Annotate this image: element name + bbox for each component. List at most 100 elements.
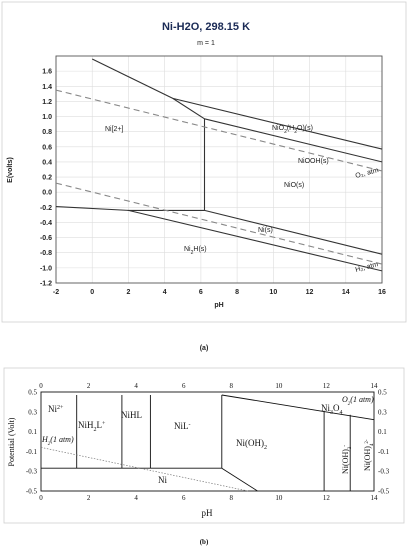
y-tick-label: -0.1 bbox=[26, 448, 38, 456]
y-right-tick-label: -0.1 bbox=[378, 448, 390, 456]
chart-a-xlabel: pH bbox=[214, 302, 223, 309]
series-line-2 bbox=[172, 97, 383, 150]
y-tick-label: 0.5 bbox=[28, 389, 37, 397]
series-line-8 bbox=[55, 89, 383, 172]
y-tick-label: -1.0 bbox=[40, 265, 52, 272]
region-b-ni2plus-label: Ni2+ bbox=[48, 404, 64, 414]
series-line-9 bbox=[55, 182, 383, 265]
y-tick-label: -0.3 bbox=[26, 468, 38, 476]
x-tick-label: 10 bbox=[269, 289, 277, 296]
x-tick-label: 8 bbox=[235, 289, 239, 296]
y-tick-label: -0.4 bbox=[40, 220, 52, 227]
chart-a-series bbox=[55, 58, 383, 272]
series-line-6 bbox=[221, 467, 258, 492]
region-ni2plus-label: Ni[2+] bbox=[105, 126, 124, 133]
region-b-ni3o4-label: Ni3O4 bbox=[321, 403, 343, 416]
chart-a-subtitle: m = 1 bbox=[197, 40, 215, 47]
caption-b: (b) bbox=[200, 538, 209, 546]
y-tick-label: -1.2 bbox=[40, 281, 52, 288]
region-b-nil-label: NiL- bbox=[174, 421, 191, 431]
y-tick-label: 1.2 bbox=[42, 99, 52, 106]
y-tick-label: -0.8 bbox=[40, 250, 52, 257]
y-tick-label: -0.2 bbox=[40, 205, 52, 212]
chart-a-tick-labels: -2 0 2 4 6 8 10 12 14 16 -1.2 -1.0 -0.8 -0.6 -0.4 -0.2 0… bbox=[40, 69, 386, 296]
x-tick-label: 2 bbox=[126, 289, 130, 296]
region-b-nihl-label: NiHL bbox=[121, 410, 142, 420]
region-niooh-label: NiOOH(s) bbox=[298, 158, 329, 165]
chart-a-ylabel: E(volts) bbox=[7, 157, 14, 183]
y-tick-label: 1.0 bbox=[42, 114, 52, 121]
y-tick-label: 1.4 bbox=[42, 84, 52, 91]
x-tick-label: 4 bbox=[163, 289, 167, 296]
y-tick-label: 1.6 bbox=[42, 69, 52, 76]
h2-line-label: H₂, atm bbox=[355, 261, 380, 274]
x-tick-label: 0 bbox=[90, 289, 94, 296]
region-b-nioh2-label: Ni(OH)2 bbox=[236, 438, 267, 451]
x-tick-label: 2 bbox=[87, 494, 91, 502]
y-tick-label: 0.6 bbox=[42, 144, 52, 151]
series-line-6 bbox=[128, 209, 383, 272]
region-nis-label: Ni(s) bbox=[258, 227, 273, 234]
series-line-10 bbox=[40, 447, 248, 492]
caption-a: (a) bbox=[200, 345, 209, 352]
chart-b-plot-area bbox=[40, 391, 375, 492]
y-tick-label: 0.1 bbox=[28, 428, 37, 436]
x-tick-label: 14 bbox=[342, 289, 350, 296]
chart-b-xlabel: pH bbox=[202, 508, 214, 518]
region-nio-label: NiO(s) bbox=[284, 182, 304, 189]
region-nio2h2o-label: NiO2(H2O)(s) bbox=[272, 125, 313, 135]
chart-a-title: Ni-H2O, 298.15 K bbox=[162, 21, 250, 33]
x-top-tick-label: 14 bbox=[371, 382, 379, 390]
chart-b-series bbox=[40, 394, 375, 492]
y-tick-label: 0.2 bbox=[42, 175, 52, 182]
y-tick-label: -0.5 bbox=[26, 488, 38, 496]
y-tick-label: 0.3 bbox=[28, 408, 37, 416]
x-top-tick-label: 10 bbox=[275, 382, 283, 390]
y-tick-label: -0.6 bbox=[40, 235, 52, 242]
x-top-tick-label: 0 bbox=[39, 382, 43, 390]
y-tick-label: 0.4 bbox=[42, 159, 52, 166]
panel-a-frame bbox=[1, 1, 407, 323]
x-tick-label: 14 bbox=[371, 494, 379, 502]
series-line-7 bbox=[221, 394, 375, 421]
b-h2-line-label: H2(1 atm) bbox=[41, 435, 74, 447]
y-right-tick-label: -0.5 bbox=[378, 488, 390, 496]
region-b-ni-label: Ni bbox=[158, 475, 167, 485]
series-line-3 bbox=[204, 118, 383, 163]
region-b-nioh4-label: Ni(OH)42- bbox=[363, 439, 375, 471]
chart-b-ylabel: Potential (Volt) bbox=[7, 417, 16, 466]
x-tick-label: 10 bbox=[275, 494, 283, 502]
x-top-tick-label: 6 bbox=[182, 382, 186, 390]
x-top-tick-label: 8 bbox=[230, 382, 234, 390]
y-tick-label: 0.0 bbox=[42, 190, 52, 197]
x-top-tick-label: 12 bbox=[323, 382, 331, 390]
region-b-nioh3-label: Ni(OH)3- bbox=[341, 445, 353, 474]
y-right-tick-label: 0.1 bbox=[378, 428, 387, 436]
x-tick-label: -2 bbox=[53, 289, 59, 296]
y-tick-label: 0.8 bbox=[42, 129, 52, 136]
y-right-tick-label: 0.5 bbox=[378, 389, 387, 397]
b-o2-line-label: O2(1 atm) bbox=[342, 395, 374, 407]
region-b-nih2l-label: NiH2L+ bbox=[78, 420, 106, 433]
y-right-tick-label: -0.3 bbox=[378, 468, 390, 476]
series-line-7 bbox=[204, 209, 383, 255]
x-tick-label: 0 bbox=[39, 494, 43, 502]
o2-line-label: O₂, atm bbox=[355, 167, 380, 180]
x-tick-label: 6 bbox=[199, 289, 203, 296]
x-tick-label: 8 bbox=[230, 494, 234, 502]
panel-b-frame bbox=[3, 367, 405, 524]
chart-a-gridlines bbox=[55, 56, 383, 284]
series-line-1 bbox=[91, 58, 205, 120]
region-ni2h-label: Ni2H(s) bbox=[184, 246, 207, 256]
chart-a-plot-area bbox=[55, 55, 383, 284]
x-tick-label: 16 bbox=[378, 289, 386, 296]
x-top-tick-label: 2 bbox=[87, 382, 91, 390]
x-tick-label: 12 bbox=[306, 289, 314, 296]
y-right-tick-label: 0.3 bbox=[378, 408, 387, 416]
x-tick-label: 6 bbox=[182, 494, 186, 502]
x-tick-label: 4 bbox=[134, 494, 138, 502]
x-tick-label: 12 bbox=[323, 494, 331, 502]
x-top-tick-label: 4 bbox=[134, 382, 138, 390]
